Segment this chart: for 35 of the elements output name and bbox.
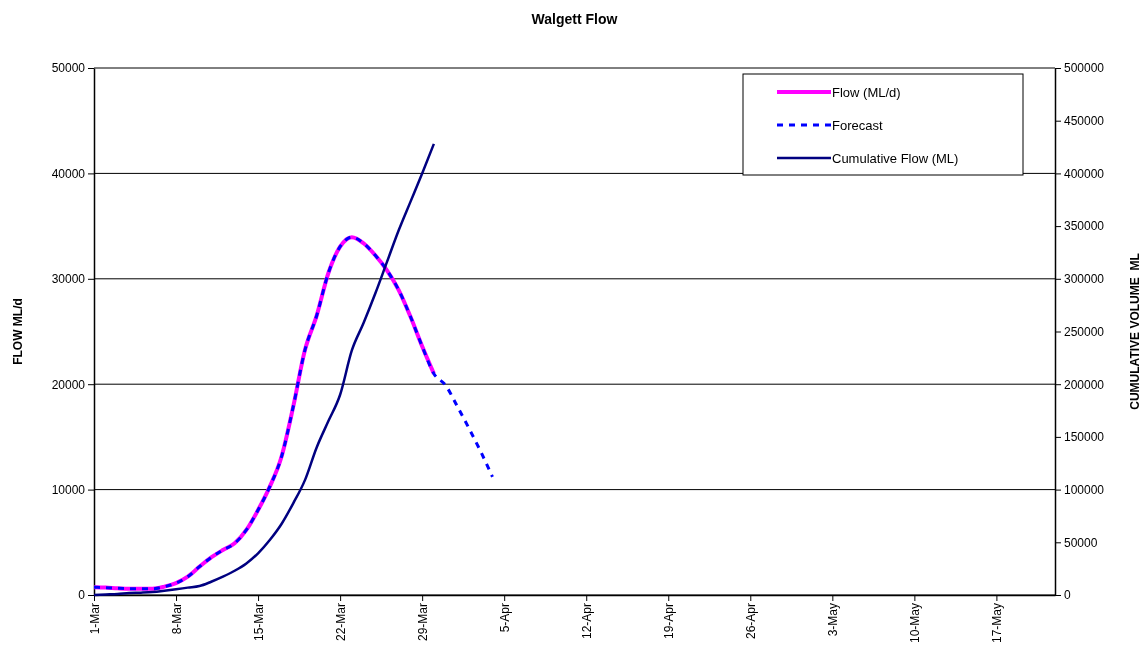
- y2-tick-label: 450000: [1064, 114, 1105, 129]
- y2-tick-label: 300000: [1064, 272, 1105, 287]
- x-tick-label: 19-Apr: [661, 603, 676, 640]
- chart-title: Walgett Flow: [531, 11, 618, 27]
- x-tick-label: 22-Mar: [333, 603, 348, 642]
- x-tick-label: 12-Apr: [579, 603, 594, 640]
- x-tick-label: 8-Mar: [169, 603, 184, 635]
- x-tick-label: 15-Mar: [251, 603, 266, 642]
- y-tick-label: 10000: [51, 482, 86, 497]
- x-tick-label: 10-May: [908, 603, 923, 644]
- x-tick-label: 17-May: [990, 603, 1005, 644]
- y2-tick-label: 150000: [1064, 430, 1105, 445]
- y2-tick-label: 100000: [1064, 482, 1105, 497]
- legend-label: Flow (ML/d): [832, 84, 901, 100]
- y-tick-label: 0: [78, 588, 86, 603]
- y2-tick-label: 200000: [1064, 377, 1105, 392]
- y-tick-label: 40000: [51, 166, 86, 181]
- legend-label: Cumulative Flow (ML): [832, 150, 959, 166]
- x-tick-label: 1-Mar: [87, 603, 102, 635]
- y2-axis-title: CUMULATIVE VOLUME ML: [1128, 253, 1142, 410]
- y2-tick-label: 400000: [1064, 166, 1105, 181]
- y-tick-label: 50000: [51, 61, 86, 76]
- y2-tick-label: 50000: [1064, 535, 1098, 550]
- y2-tick-label: 0: [1064, 588, 1071, 603]
- y-tick-label: 30000: [51, 272, 86, 287]
- y2-tick-label: 500000: [1064, 61, 1105, 76]
- x-tick-label: 5-Apr: [497, 603, 512, 633]
- x-tick-label: 29-Mar: [415, 603, 430, 642]
- legend-label: Forecast: [832, 117, 883, 133]
- y2-tick-label: 350000: [1064, 219, 1105, 234]
- y-tick-label: 20000: [51, 377, 86, 392]
- x-tick-label: 3-May: [826, 603, 841, 637]
- y-axis-title: FLOW ML/d: [11, 298, 25, 365]
- y2-tick-label: 250000: [1064, 324, 1105, 339]
- x-tick-label: 26-Apr: [743, 603, 758, 640]
